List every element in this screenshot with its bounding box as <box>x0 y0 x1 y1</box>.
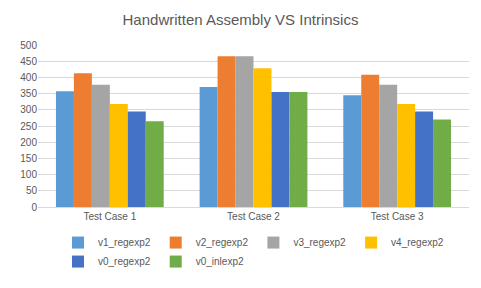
svg-text:350: 350 <box>20 88 37 99</box>
svg-text:Test Case 3: Test Case 3 <box>371 211 424 222</box>
svg-text:v4_regexp2: v4_regexp2 <box>391 237 444 248</box>
svg-text:500: 500 <box>20 40 37 51</box>
svg-text:50: 50 <box>26 185 38 196</box>
svg-text:300: 300 <box>20 104 37 115</box>
svg-text:250: 250 <box>20 121 37 132</box>
svg-text:v0_regexp2: v0_regexp2 <box>98 256 151 267</box>
svg-text:400: 400 <box>20 72 37 83</box>
svg-text:450: 450 <box>20 56 37 67</box>
svg-text:Handwritten Assembly VS Intrin: Handwritten Assembly VS Intrinsics <box>123 11 359 28</box>
svg-text:Test Case 2: Test Case 2 <box>227 211 280 222</box>
svg-text:150: 150 <box>20 153 37 164</box>
svg-text:v2_regexp2: v2_regexp2 <box>196 237 249 248</box>
svg-text:100: 100 <box>20 169 37 180</box>
svg-text:v0_inlexp2: v0_inlexp2 <box>196 256 244 267</box>
svg-text:v3_regexp2: v3_regexp2 <box>293 237 346 248</box>
svg-text:0: 0 <box>31 202 37 213</box>
svg-text:v1_regexp2: v1_regexp2 <box>98 237 151 248</box>
svg-text:Test Case 1: Test Case 1 <box>83 211 136 222</box>
svg-text:200: 200 <box>20 137 37 148</box>
